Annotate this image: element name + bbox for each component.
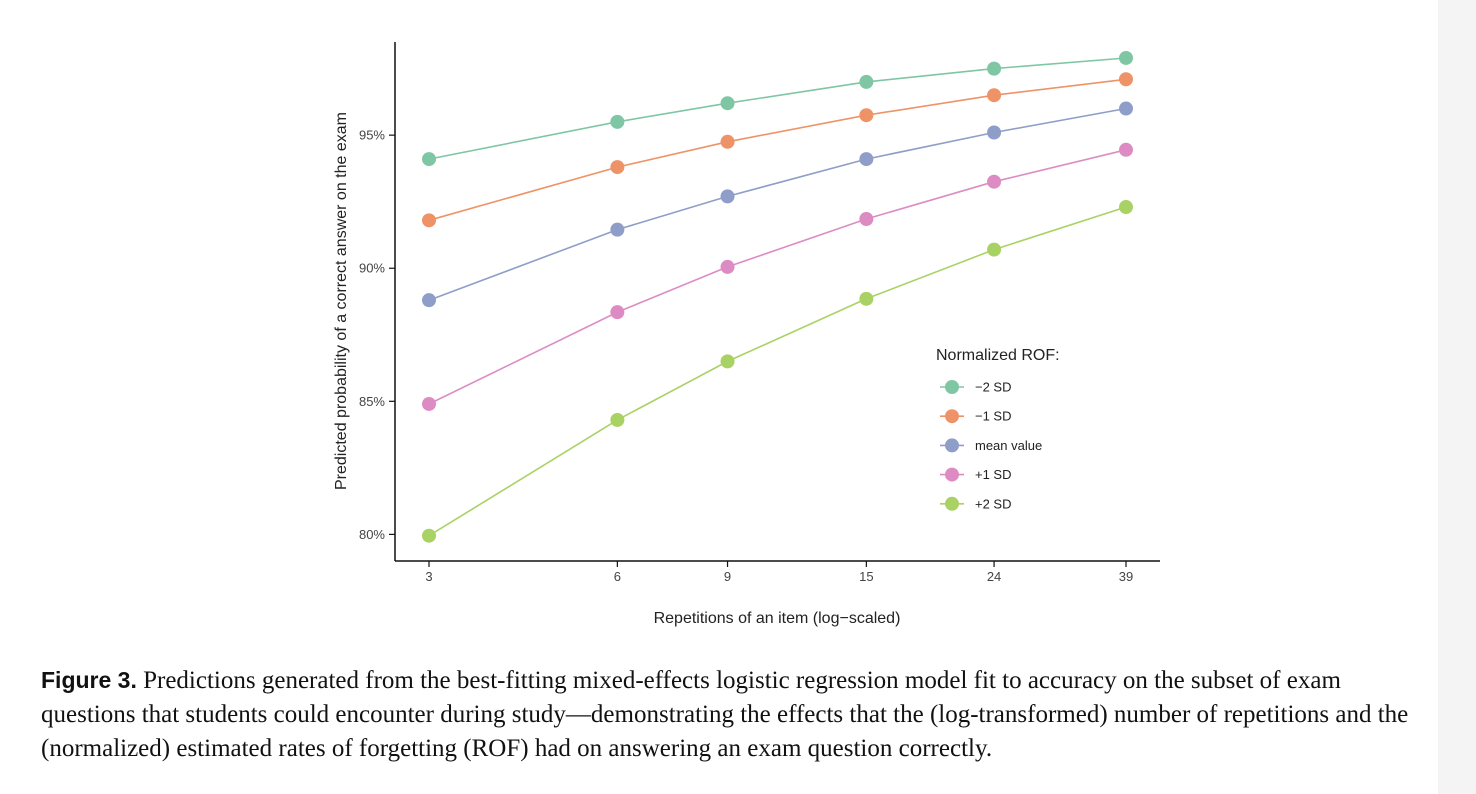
- figure-caption: Figure 3. Predictions generated from the…: [41, 663, 1441, 766]
- data-point: [1119, 50, 1133, 65]
- x-tick-label: 6: [614, 569, 621, 584]
- data-point: [1119, 200, 1133, 215]
- series-line: [428, 107, 1127, 301]
- chart: 80% 85% 90% 95% 3 6 9 15 24 39 Repetitions of an…: [333, 42, 1160, 627]
- data-point: [987, 61, 1002, 76]
- series-line: [428, 206, 1127, 537]
- y-tick-label: 80%: [359, 527, 385, 542]
- legend-key-point: [945, 438, 959, 453]
- right-margin-strip: [1438, 0, 1476, 794]
- data-point: [987, 88, 1002, 103]
- data-point: [720, 96, 735, 111]
- y-tick-label: 90%: [359, 261, 385, 276]
- y-tick-label: 95%: [359, 128, 385, 143]
- data-point: [1119, 101, 1133, 116]
- data-point: [987, 174, 1002, 189]
- series-line: [428, 57, 1127, 160]
- x-tick-label: 39: [1119, 569, 1133, 584]
- legend-key-point: [945, 409, 959, 424]
- legend-key-point: [945, 380, 959, 394]
- data-point: [610, 412, 625, 427]
- data-point: [720, 134, 735, 149]
- x-tick-label: 15: [859, 569, 873, 584]
- caption-text: Predictions generated from the best-fitt…: [41, 667, 1409, 762]
- legend-title: Normalized ROF:: [936, 347, 1060, 364]
- legend-label: mean value: [975, 438, 1042, 453]
- data-point: [859, 211, 874, 226]
- data-point: [422, 152, 436, 167]
- legend-items: −2 SD −1 SD mean value +1 SD +2 SD: [940, 380, 1042, 511]
- data-point: [422, 396, 436, 411]
- data-point: [610, 160, 625, 175]
- x-axis-title: Repetitions of an item (log−scaled): [654, 610, 901, 627]
- data-point: [859, 291, 874, 306]
- legend-key-point: [945, 467, 959, 482]
- data-point: [1119, 72, 1133, 87]
- legend-key-point: [945, 496, 959, 511]
- data-point: [1119, 142, 1133, 157]
- data-point: [859, 108, 874, 123]
- series-line: [428, 149, 1127, 405]
- y-tick-label: 85%: [359, 394, 385, 409]
- y-axis-title: Predicted probability of a correct answe…: [333, 112, 350, 490]
- data-point: [610, 305, 625, 320]
- data-point: [987, 125, 1002, 140]
- legend: Normalized ROF: −2 SD −1 SD mean value +1 S…: [936, 347, 1060, 511]
- legend-label: +1 SD: [975, 467, 1012, 482]
- y-ticks: 80% 85% 90% 95%: [359, 128, 395, 542]
- data-point: [987, 242, 1002, 257]
- series-points: [422, 50, 1133, 543]
- series-line: [428, 78, 1127, 222]
- x-ticks: 3 6 9 15 24 39: [425, 561, 1133, 584]
- legend-label: −1 SD: [975, 409, 1012, 424]
- data-point: [720, 354, 735, 369]
- data-point: [610, 222, 625, 237]
- data-point: [610, 114, 625, 129]
- data-point: [720, 189, 735, 204]
- data-point: [720, 259, 735, 274]
- x-tick-label: 3: [425, 569, 432, 584]
- axes: [394, 42, 1160, 562]
- data-point: [422, 213, 436, 228]
- legend-label: −2 SD: [975, 380, 1012, 395]
- data-point: [422, 528, 436, 543]
- figure-label: Figure 3.: [41, 667, 137, 693]
- series-lines: [428, 57, 1127, 537]
- x-tick-label: 24: [987, 569, 1001, 584]
- legend-label: +2 SD: [975, 496, 1012, 511]
- data-point: [859, 152, 874, 167]
- x-tick-label: 9: [724, 569, 731, 584]
- data-point: [422, 293, 436, 308]
- data-point: [859, 74, 874, 89]
